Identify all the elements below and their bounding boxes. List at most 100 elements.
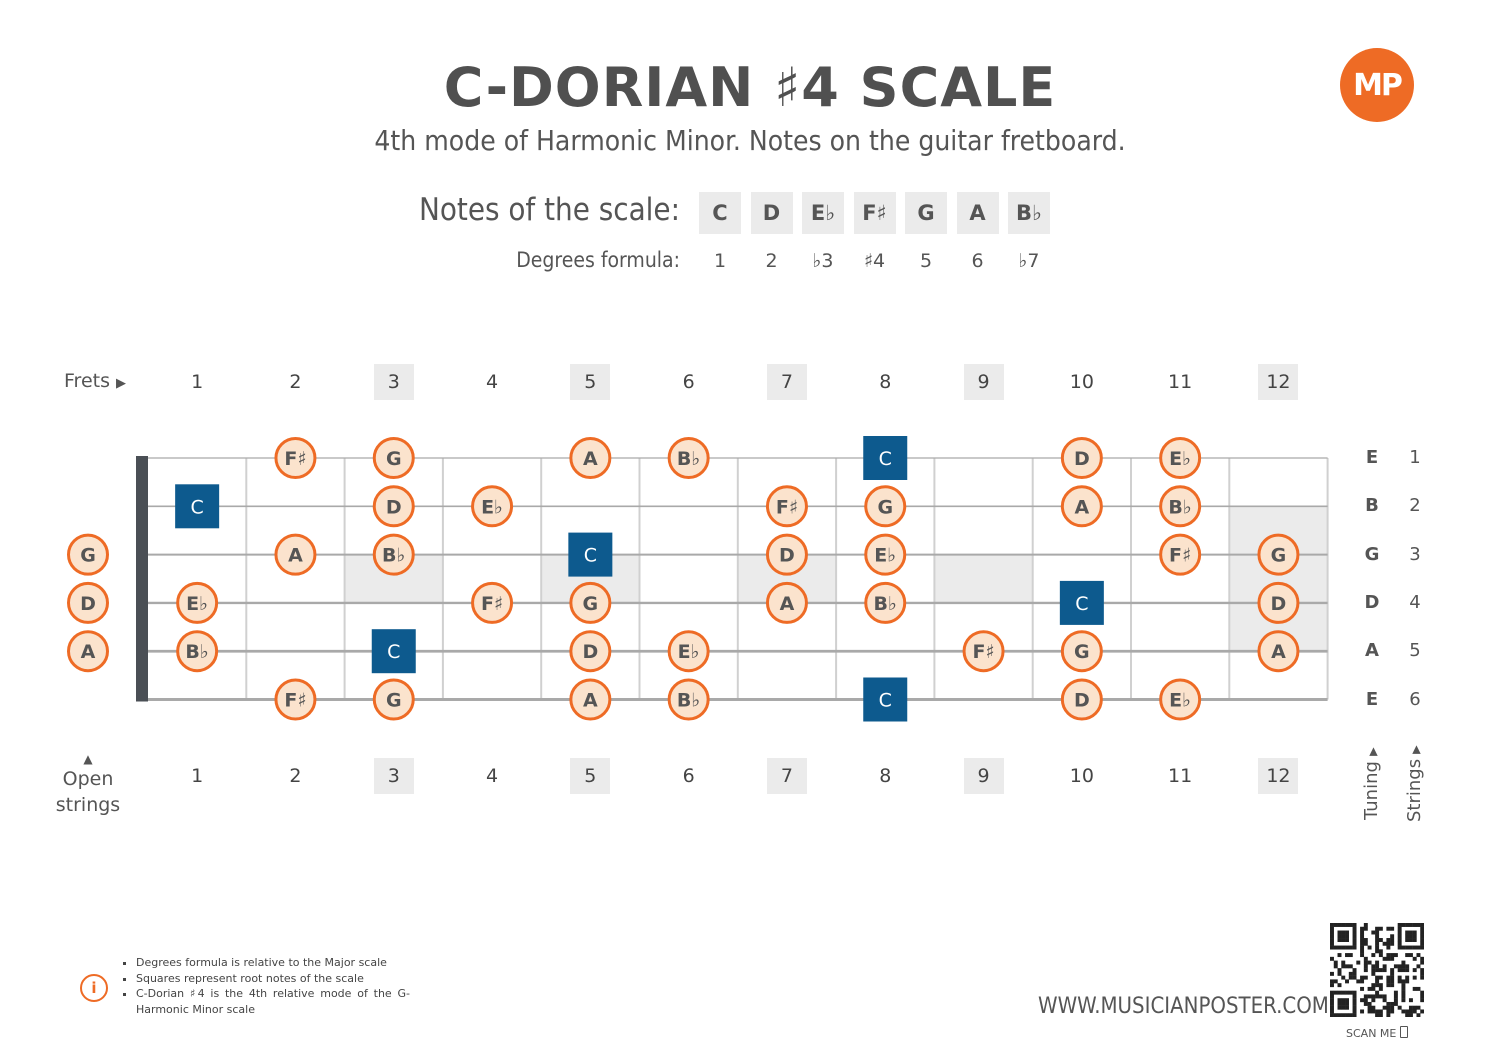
note-label: F♯ xyxy=(1169,545,1191,567)
scale-note-circle: G xyxy=(67,533,109,576)
root-note-square: C xyxy=(1059,580,1104,625)
fret-number: 9 xyxy=(963,364,1004,400)
tuning-note: E xyxy=(1365,447,1379,468)
fret-number: 5 xyxy=(570,364,611,400)
musicianposter-logo: MP xyxy=(1340,48,1414,122)
qr-code[interactable] xyxy=(1330,923,1424,1017)
string-number: 3 xyxy=(1409,543,1421,565)
note-label: G xyxy=(583,593,599,615)
degree-value: 2 xyxy=(765,250,778,272)
scale-note-box: B♭ xyxy=(1008,192,1050,234)
root-note-square: C xyxy=(863,436,908,480)
footnotes: Degrees formula is relative to the Major… xyxy=(120,955,410,1017)
note-label: F♯ xyxy=(972,641,994,663)
note-label: A xyxy=(1074,496,1089,518)
scale-note-circle: D xyxy=(1060,678,1103,721)
fret-number: 7 xyxy=(766,364,807,400)
root-note-square: C xyxy=(175,484,220,529)
fret-number: 1 xyxy=(191,765,204,787)
footnote-item: Degrees formula is relative to the Major… xyxy=(136,955,410,971)
note-label: B♭ xyxy=(1168,496,1191,518)
fret-number: 4 xyxy=(486,765,499,787)
degree-value: 6 xyxy=(971,250,984,272)
note-label: G xyxy=(80,545,96,567)
scale-note-circle: F♯ xyxy=(471,581,514,624)
open-strings-label: ▲ Open strings xyxy=(50,752,126,818)
degree-value: ♭7 xyxy=(1018,250,1040,272)
scale-note-circle: B♭ xyxy=(1159,485,1202,528)
fret-number: 4 xyxy=(486,371,499,393)
note-label: B♭ xyxy=(677,690,700,712)
fret-number: 12 xyxy=(1258,364,1299,400)
scale-note-circle: F♯ xyxy=(765,485,808,528)
note-label: G xyxy=(1271,545,1287,567)
tuning-note: A xyxy=(1365,640,1379,662)
note-label: C xyxy=(879,690,892,712)
scale-note-circle: G xyxy=(1060,630,1103,673)
note-label: F♯ xyxy=(284,448,306,470)
string-number: 4 xyxy=(1409,591,1421,613)
tuning-label: Tuning ▲ xyxy=(1361,744,1382,820)
degree-value: 1 xyxy=(713,250,727,272)
page-subtitle: 4th mode of Harmonic Minor. Notes on the… xyxy=(374,124,1126,157)
fret-number: 11 xyxy=(1168,765,1193,787)
note-label: E♭ xyxy=(481,496,503,518)
scale-note-circle: B♭ xyxy=(667,437,710,479)
note-label: B♭ xyxy=(382,545,405,567)
scale-note-box: A xyxy=(956,192,999,234)
root-note-square: C xyxy=(371,629,416,674)
note-label: E♭ xyxy=(186,593,208,615)
note-label: A xyxy=(288,545,303,567)
arrow-right-icon: ▶ xyxy=(116,376,127,391)
note-label: C xyxy=(387,641,400,663)
fret-number: 9 xyxy=(963,758,1004,794)
scale-note-circle: A xyxy=(274,533,317,576)
root-note-square: C xyxy=(863,677,908,722)
scale-note-circle: A xyxy=(569,678,612,721)
fret-number: 6 xyxy=(682,371,695,393)
string-number: 5 xyxy=(1409,640,1421,662)
note-label: D xyxy=(386,496,402,518)
scale-note-box: E♭ xyxy=(802,192,844,234)
scale-note-circle: A xyxy=(67,630,109,673)
note-label: D xyxy=(80,593,96,615)
scale-note-circle: B♭ xyxy=(176,630,219,673)
note-label: E♭ xyxy=(678,641,700,663)
scale-note-box: F♯ xyxy=(853,192,896,234)
note-label: G xyxy=(1074,641,1090,663)
note-label: G xyxy=(386,448,402,470)
scale-note-circle: E♭ xyxy=(176,581,219,624)
note-label: A xyxy=(583,690,598,712)
scale-note-circle: D xyxy=(372,485,415,528)
note-label: A xyxy=(780,593,795,615)
degree-value: ♯4 xyxy=(863,250,886,272)
footnote-item: C-Dorian ♯4 is the 4th relative mode of … xyxy=(136,986,410,1017)
strings-label: Strings ▲ xyxy=(1404,742,1425,822)
note-label: F♯ xyxy=(284,690,306,712)
scale-note-circle: A xyxy=(569,437,612,479)
string-number: 1 xyxy=(1409,447,1421,468)
note-label: G xyxy=(386,690,402,712)
scale-note-circle: B♭ xyxy=(864,581,907,624)
scale-note-circle: G xyxy=(372,678,415,721)
scale-note-circle: G xyxy=(1257,533,1300,576)
note-label: A xyxy=(583,448,598,470)
note-label: C xyxy=(879,448,892,470)
scan-me-label: SCAN ME xyxy=(1346,1026,1408,1040)
scale-note-circle: F♯ xyxy=(274,437,317,479)
scale-note-circle: A xyxy=(1060,485,1103,528)
arrow-up-icon: ▲ xyxy=(83,752,93,766)
degree-value: ♭3 xyxy=(812,250,834,272)
scale-note-circle: A xyxy=(765,581,808,624)
phone-icon xyxy=(1399,1026,1408,1038)
tuning-note: D xyxy=(1364,591,1380,613)
fret-number: 2 xyxy=(289,371,302,393)
note-label: C xyxy=(584,545,597,567)
fret-number: 8 xyxy=(879,371,892,393)
website-link[interactable]: WWW.MUSICIANPOSTER.COM xyxy=(1038,994,1329,1019)
tuning-note: E xyxy=(1365,688,1379,710)
scale-note-circle: E♭ xyxy=(864,533,907,576)
note-label: F♯ xyxy=(481,593,503,615)
scale-note-circle: E♭ xyxy=(667,630,710,673)
fret-number: 11 xyxy=(1168,371,1193,393)
